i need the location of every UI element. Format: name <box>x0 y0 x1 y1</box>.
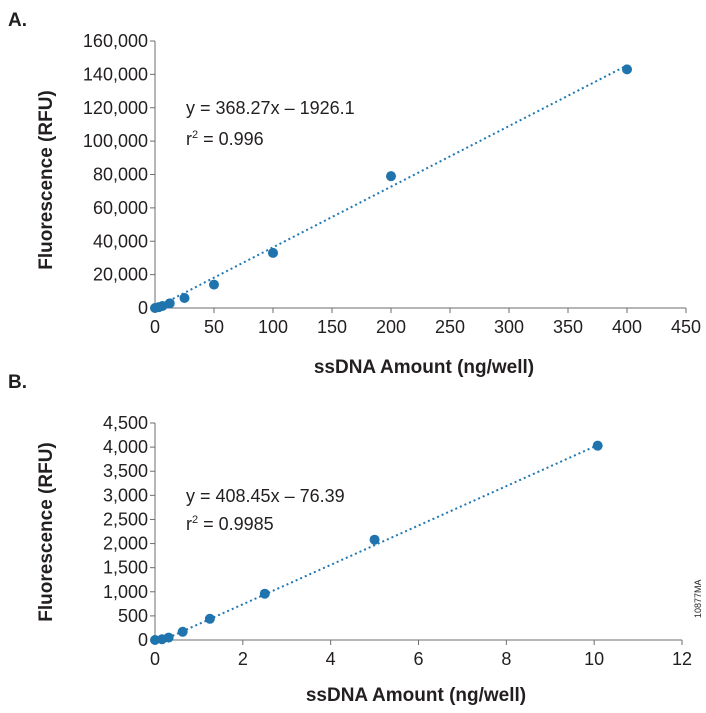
panel-a-trendline <box>154 64 628 309</box>
panel-b-y-tick-label: 4,500 <box>103 413 148 433</box>
panel-b-label: B. <box>8 372 27 393</box>
panel-a-r-squared: r2 = 0.996 <box>186 129 264 149</box>
panel-a-plot-area: 0 20,000 40,000 60,000 80,000 100,000 120,000 1… <box>83 31 701 337</box>
panel-b-y-tick-label: 500 <box>118 606 148 626</box>
panel-b-x-tick-label: 4 <box>326 649 336 669</box>
panel-a-x-tick-label: 100 <box>258 317 288 337</box>
panel-a-y-tick-label: 60,000 <box>93 198 148 218</box>
panel-b-y-tick-label: 1,000 <box>103 582 148 602</box>
panel-a-data-point <box>164 298 175 309</box>
panel-b-y-tick-label: 0 <box>138 630 148 650</box>
panel-b-y-tick-label: 3,500 <box>103 461 148 481</box>
panel-b-chart: B. Fluorescence (RFU) ssDNA Amount (ng/w… <box>8 372 692 706</box>
panel-a-y-axis-title: Fluorescence (RFU) <box>36 90 57 269</box>
panel-a-x-tick-label: 450 <box>671 317 701 337</box>
panel-a-x-axis-title: ssDNA Amount (ng/well) <box>314 357 534 378</box>
panel-b-y-tick-label: 4,000 <box>103 437 148 457</box>
panel-a-x-tick-label: 300 <box>494 317 524 337</box>
panel-a-r2-label: r <box>186 129 192 149</box>
panel-b-data-point <box>177 626 188 637</box>
panel-b-trendline <box>162 444 599 641</box>
panel-a-equation: y = 368.27x – 1926.1 <box>186 98 355 118</box>
panel-a-y-tick-label: 140,000 <box>83 64 148 84</box>
panel-a-label: A. <box>8 10 27 31</box>
panel-b-r2-value: = 0.9985 <box>198 514 274 534</box>
figure-id-label: 10877MA <box>693 579 703 618</box>
panel-b-x-tick-label: 0 <box>150 649 160 669</box>
panel-a-y-tick-label: 120,000 <box>83 98 148 118</box>
panel-b-y-axis-title: Fluorescence (RFU) <box>36 442 57 621</box>
panel-a-chart: A. Fluorescence (RFU) ssDNA Amount (ng/w… <box>8 10 701 378</box>
panel-a-x-tick-label: 350 <box>553 317 583 337</box>
panel-b-y-tick-label: 1,500 <box>103 558 148 578</box>
panel-a-y-tick-label: 160,000 <box>83 31 148 51</box>
panel-a-r2-value: = 0.996 <box>198 129 264 149</box>
panel-a-data-point <box>209 279 219 290</box>
panel-a-y-tick-label: 40,000 <box>93 231 148 251</box>
panel-a-x-tick-label: 400 <box>612 317 642 337</box>
panel-a-data-point <box>268 247 278 258</box>
panel-b-y-tick-label: 2,000 <box>103 534 148 554</box>
panel-b-x-tick-label: 8 <box>501 649 511 669</box>
panel-b-plot-area: 0 500 1,000 1,500 2,000 2,500 3,000 3,500 4,000 4… <box>103 413 692 669</box>
panel-a-data-point <box>386 171 396 182</box>
panel-b-data-point <box>204 613 215 624</box>
panel-b-data-point <box>259 588 270 599</box>
panel-a-y-tick-label: 80,000 <box>93 165 148 185</box>
panel-a-r2-exponent: 2 <box>192 129 198 141</box>
panel-a-x-tick-label: 50 <box>204 317 224 337</box>
panel-a-y-tick-label: 20,000 <box>93 265 148 285</box>
panel-b-equation: y = 408.45x – 76.39 <box>186 486 345 506</box>
panel-b-x-tick-label: 6 <box>413 649 423 669</box>
panel-a-y-tick-label: 0 <box>138 298 148 318</box>
panel-b-x-tick-label: 2 <box>238 649 248 669</box>
panel-a-x-tick-label: 200 <box>376 317 406 337</box>
panel-b-y-tick-label: 2,500 <box>103 509 148 529</box>
panel-a-data-point <box>622 64 632 75</box>
panel-b-data-point <box>369 534 380 545</box>
panel-a-data-point <box>179 292 190 303</box>
panel-a-x-tick-label: 150 <box>317 317 347 337</box>
panel-b-r2-exponent: 2 <box>192 514 198 526</box>
panel-a-y-tick-label: 100,000 <box>83 131 148 151</box>
panel-b-data-point <box>163 632 174 643</box>
panel-b-data-point <box>592 440 603 451</box>
panel-b-x-axis-title: ssDNA Amount (ng/well) <box>306 685 526 706</box>
panel-a-x-tick-label: 250 <box>435 317 465 337</box>
panel-b-x-tick-label: 12 <box>672 649 692 669</box>
panel-b-r2-label: r <box>186 514 192 534</box>
panel-b-y-tick-label: 3,000 <box>103 485 148 505</box>
panel-b-r-squared: r2 = 0.9985 <box>186 514 274 534</box>
panel-a-x-tick-label: 0 <box>150 317 160 337</box>
panel-b-x-tick-label: 10 <box>584 649 604 669</box>
